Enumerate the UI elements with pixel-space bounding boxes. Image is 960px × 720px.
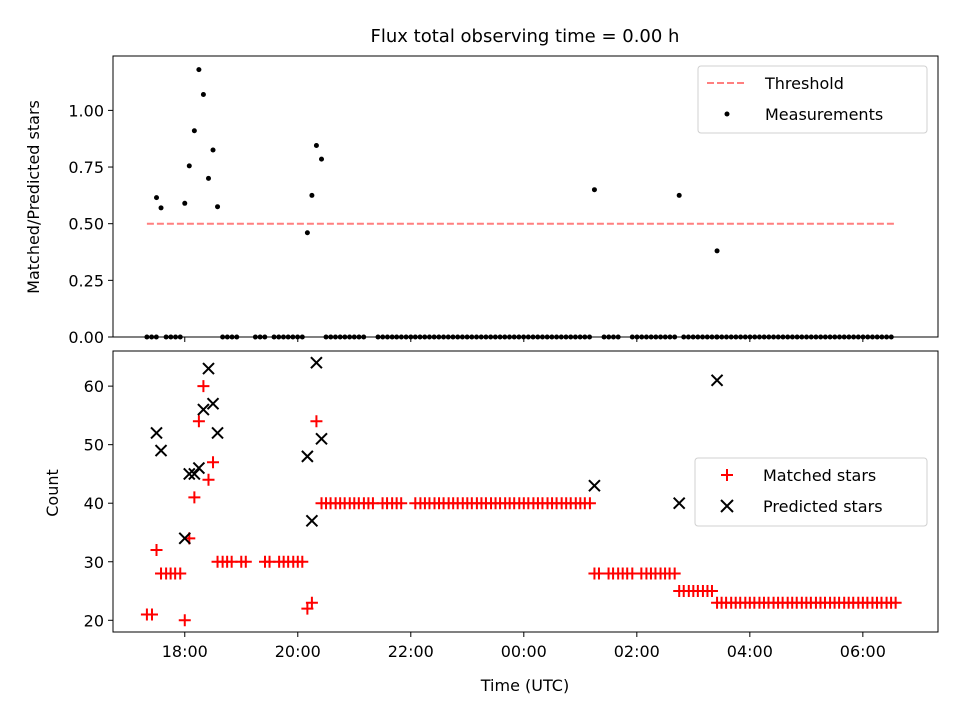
measurement-point [319, 156, 325, 162]
count-y-tick-label: 40 [84, 494, 104, 513]
measurements-legend-marker [724, 111, 730, 117]
measurement-point [309, 192, 315, 198]
matched-star-point [889, 596, 902, 609]
count-x-tick-label: 06:00 [840, 642, 886, 661]
count-y-tick-label: 50 [84, 436, 104, 455]
count-y-tick-label: 60 [84, 377, 104, 396]
matched-star-point [239, 555, 252, 568]
count-y-tick-label: 20 [84, 611, 104, 630]
matched-star-point [150, 544, 163, 557]
ratio-y-tick-label: 0.00 [68, 328, 104, 347]
count-plot-area [140, 356, 902, 627]
predicted-star-point [301, 450, 314, 463]
count-legend-box [694, 457, 928, 527]
ratio-y-tick-label: 0.75 [68, 158, 104, 177]
matched-legend-marker [721, 469, 733, 481]
legend-label-matched: Matched stars [763, 466, 876, 485]
matched-star-point [395, 497, 408, 510]
matched-star-point [207, 456, 220, 469]
ratio-y-tick-label: 0.50 [68, 215, 104, 234]
measurement-point [186, 163, 192, 169]
predicted-star-point [588, 479, 601, 492]
matched-star-point [192, 415, 205, 428]
predicted-star-point [154, 444, 168, 457]
count-x-tick-label: 00:00 [501, 642, 547, 661]
legend-label-threshold: Threshold [764, 74, 844, 93]
ratio-x-ticks [184, 337, 864, 342]
ratio-axes-frame [112, 55, 939, 338]
predicted-legend-marker [720, 499, 734, 513]
measurement-point [676, 192, 682, 198]
chart-title: Flux total observing time = 0.00 h [371, 26, 680, 47]
matched-star-point [145, 608, 158, 621]
predicted-star-point [183, 467, 196, 481]
count-y-axis-label: Count [43, 469, 62, 517]
predicted-star-point [710, 374, 724, 387]
measurement-point [205, 175, 211, 181]
count-axes-frame [112, 350, 939, 633]
x-axis-label: Time (UTC) [480, 676, 569, 695]
measurement-point [304, 230, 310, 236]
predicted-star-point [672, 497, 686, 510]
ratio-y-tick-label: 0.25 [68, 271, 104, 290]
measurement-point [313, 143, 319, 149]
predicted-star-point [211, 426, 224, 440]
predicted-star-point [315, 432, 328, 446]
count-x-ticks: 18:00 20:00 22:00 00:00 02:00 04:00 06:00 [162, 632, 886, 661]
matched-star-point [668, 567, 681, 580]
matched-star-point [178, 614, 191, 627]
measurement-point [200, 92, 206, 98]
measurement-point [215, 204, 221, 210]
measurement-point [154, 195, 160, 201]
predicted-star-point [305, 514, 319, 527]
measurement-point [196, 67, 202, 73]
legend-label-measurements: Measurements [765, 105, 883, 124]
predicted-star-point [206, 397, 220, 410]
matched-star-point [583, 497, 596, 510]
ratio-y-axis-label: Matched/Predicted stars [24, 100, 43, 294]
predicted-star-point [192, 461, 206, 475]
matched-star-point [305, 596, 318, 609]
count-y-tick-label: 30 [84, 553, 104, 572]
matched-star-point [310, 415, 323, 428]
legend-label-predicted: Predicted stars [763, 497, 883, 516]
matched-star-point [202, 473, 215, 486]
predicted-star-point [310, 356, 323, 369]
predicted-star-point [178, 532, 191, 545]
count-panel: 20 30 40 50 60 18:00 20:00 22:00 00:00 02:00 04:0… [43, 350, 939, 695]
predicted-star-point [197, 403, 210, 416]
measurement-point [591, 187, 597, 193]
predicted-star-point [202, 362, 215, 375]
matched-star-point [197, 380, 210, 393]
ratio-panel: 0.00 0.25 0.50 0.75 1.00 Matched/Predicted s… [24, 55, 939, 347]
ratio-legend-box [697, 65, 928, 134]
measurement-point [182, 200, 188, 206]
count-x-tick-label: 18:00 [162, 642, 208, 661]
matched-star-point [188, 491, 201, 504]
ratio-y-ticks: 0.00 0.25 0.50 0.75 1.00 [68, 101, 113, 347]
ratio-y-tick-label: 1.00 [68, 101, 104, 120]
matched-star-point [705, 585, 718, 598]
measurement-point [158, 205, 164, 211]
count-x-tick-label: 02:00 [614, 642, 660, 661]
count-x-tick-label: 22:00 [388, 642, 434, 661]
measurement-point [210, 147, 216, 153]
count-legend: Matched stars Predicted stars [694, 457, 928, 527]
measurement-point [714, 248, 720, 254]
count-x-tick-label: 20:00 [275, 642, 321, 661]
count-y-ticks: 20 30 40 50 60 [84, 377, 113, 630]
count-x-tick-label: 04:00 [727, 642, 773, 661]
matched-star-point [296, 555, 309, 568]
matched-star-point [174, 567, 187, 580]
measurement-point [191, 128, 197, 134]
ratio-legend: Threshold Measurements [697, 65, 928, 134]
predicted-star-point [150, 426, 163, 440]
